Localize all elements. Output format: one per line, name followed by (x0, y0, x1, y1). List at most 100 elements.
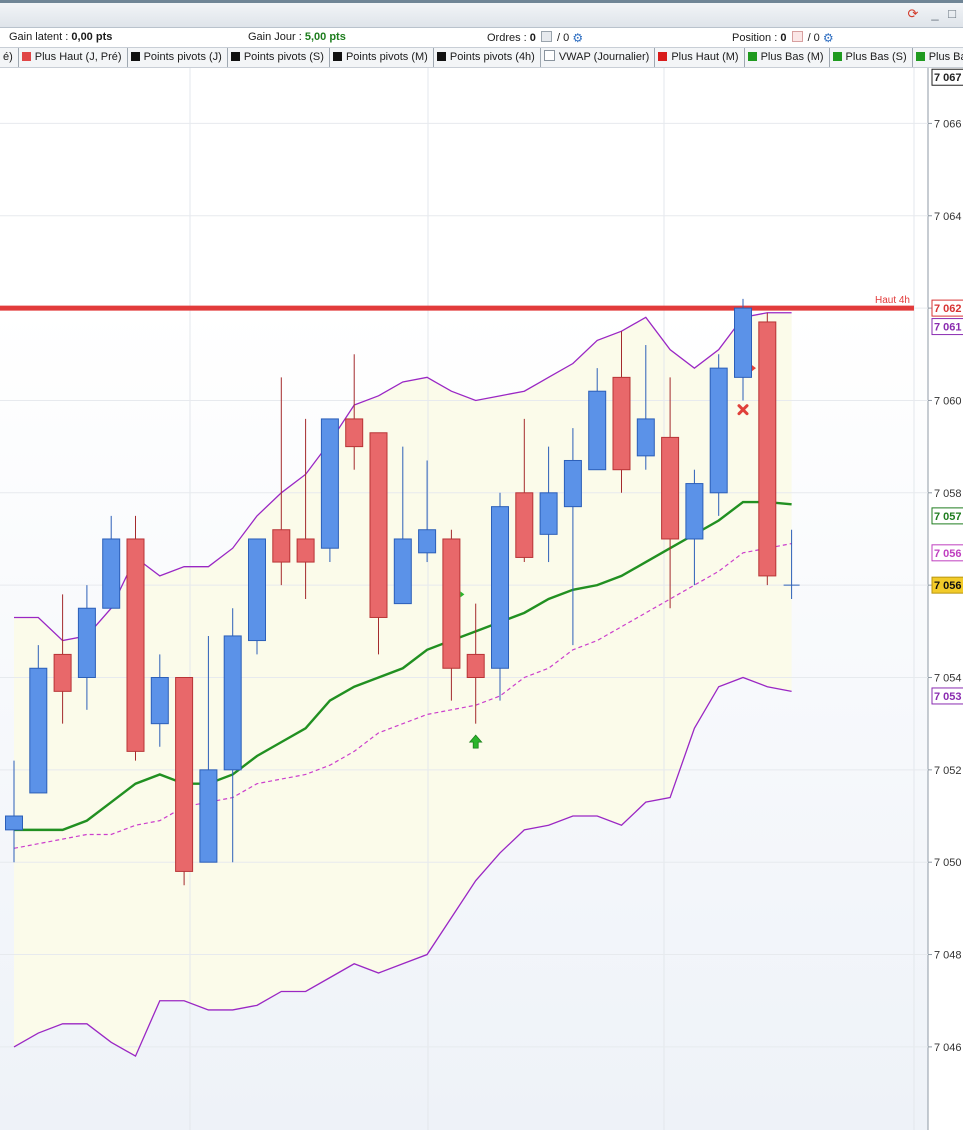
candle-body (539, 492, 558, 535)
gain-jour-label: Gain Jour : (248, 31, 302, 43)
status-bar: Gain latent : 0,00 pts Gain Jour : 5,00 … (0, 28, 963, 48)
candle-body (685, 483, 704, 540)
candle-body (491, 506, 509, 669)
legend-item[interactable]: é) (0, 48, 19, 67)
candle-body (29, 667, 48, 794)
price-chart[interactable]: 7 046 7 048 7 050 7 052 7 054 7 056 7 058 7 060… (0, 68, 963, 1130)
candle-body (5, 815, 23, 831)
candle-body (248, 538, 266, 642)
price-axis-label-box (931, 507, 963, 525)
legend-label: Plus Haut (J, Pré) (34, 51, 122, 63)
price-axis-label: 7 053 (934, 691, 962, 703)
price-axis-label-box (931, 544, 963, 562)
legend-swatch (21, 52, 31, 61)
ordres-status: Ordres : 0 / 0 ⚙ (487, 31, 583, 45)
candle-body (102, 538, 121, 609)
candle-body (393, 538, 412, 605)
legend-label: Plus Bas (M) (760, 51, 824, 63)
vwap-line (13, 543, 792, 849)
legend-swatch (543, 50, 555, 61)
candle-body (199, 769, 218, 863)
legend-label: Points pivots (4h) (449, 51, 535, 63)
legend-label: é) (3, 51, 13, 63)
candle-body (296, 538, 315, 563)
legend-swatch (658, 52, 668, 61)
minimize-icon[interactable]: _ (931, 6, 939, 21)
legend-item[interactable]: VWAP (Journalier) (541, 48, 656, 67)
candle-body (709, 367, 728, 494)
gear-icon[interactable]: ⚙ (572, 31, 584, 45)
position-status: Position : 0 / 0 ⚙ (732, 31, 834, 45)
legend-item[interactable]: Points pivots (4h) (434, 48, 541, 67)
candle-body (150, 676, 169, 725)
y-tick-label: 7 060 (934, 395, 962, 407)
legend-label: Plus Bas (928, 51, 963, 63)
legend-swatch (332, 52, 342, 61)
price-axis-background (928, 68, 963, 1130)
gear-icon[interactable]: ⚙ (822, 31, 834, 45)
gain-latent-label: Gain latent : (9, 31, 69, 43)
candle-body (272, 529, 291, 563)
candle-body (588, 390, 607, 471)
candle-body (612, 376, 631, 471)
legend-item[interactable]: Points pivots (S) (228, 48, 330, 67)
close-position-icon[interactable] (791, 31, 803, 42)
y-tick-label: 7 058 (934, 488, 962, 500)
y-tick-label: 7 054 (934, 672, 962, 684)
y-tick-label: 7 052 (934, 765, 962, 777)
entry-tick-icon (752, 365, 756, 372)
candle-body (442, 538, 461, 669)
candle-body (223, 635, 242, 771)
exit-cross-icon (737, 404, 749, 416)
legend-swatch (436, 52, 446, 61)
entry-tick-icon (460, 591, 465, 598)
legend-label: Points pivots (J) (143, 51, 222, 63)
position-label: Position : (732, 32, 778, 44)
candle-body (418, 529, 437, 554)
legend-item[interactable]: Points pivots (M) (330, 48, 434, 67)
legend-swatch (747, 52, 757, 61)
maximize-icon[interactable]: □ (948, 6, 956, 21)
candle-body (126, 538, 145, 752)
legend-item[interactable]: Plus Haut (J, Pré) (19, 48, 128, 67)
legend-swatch (832, 52, 842, 61)
candle-body (320, 418, 339, 549)
legend-item[interactable]: Plus Haut (M) (655, 48, 745, 67)
legend-item[interactable]: Plus Bas (S) (830, 48, 913, 67)
legend-label: Plus Bas (S) (845, 51, 907, 63)
legend-item[interactable]: Plus Bas (M) (745, 48, 830, 67)
refresh-icon[interactable]: ⟳ (907, 6, 919, 21)
price-axis-label-box (931, 576, 963, 594)
y-tick-label: 7 066 (934, 118, 962, 130)
resistance-label: Haut 4h (875, 295, 910, 306)
y-tick-label: 7 050 (934, 857, 962, 869)
orders-window-icon[interactable] (540, 31, 552, 42)
y-tick-label: 7 048 (934, 950, 962, 962)
ordres-label: Ordres : (487, 32, 527, 44)
candle-body (636, 418, 655, 457)
y-tick-label: 7 064 (934, 211, 962, 223)
candle-body (661, 436, 680, 540)
candle-body (734, 307, 752, 378)
y-tick-label: 7 046 (934, 1042, 962, 1054)
price-axis-label: 7 056 (934, 548, 962, 560)
lower-envelope-line (13, 676, 792, 1058)
legend-label: Points pivots (S) (243, 51, 324, 63)
candle-body (466, 653, 485, 678)
position-count: 0 (780, 32, 787, 44)
ordres-total: / 0 (557, 32, 570, 44)
gain-latent: Gain latent : 0,00 pts (9, 31, 112, 43)
candle-body (53, 653, 72, 692)
legend-item[interactable]: Plus Bas (913, 48, 963, 67)
legend-label: Points pivots (M) (345, 51, 428, 63)
price-axis-label: 7 062 (934, 303, 962, 315)
legend-swatch (230, 52, 240, 61)
price-axis-label-box (931, 299, 963, 317)
candle-body (758, 321, 777, 577)
gain-jour: Gain Jour : 5,00 pts (248, 31, 346, 43)
legend-item[interactable]: Points pivots (J) (128, 48, 228, 67)
window-frame-top (0, 0, 963, 3)
price-axis-label: 7 056 (934, 580, 962, 592)
gain-jour-value: 5,00 pts (304, 31, 346, 43)
indicator-legend-bar: é) Plus Haut (J, Pré) Points pivots (J) Poi… (0, 48, 963, 68)
